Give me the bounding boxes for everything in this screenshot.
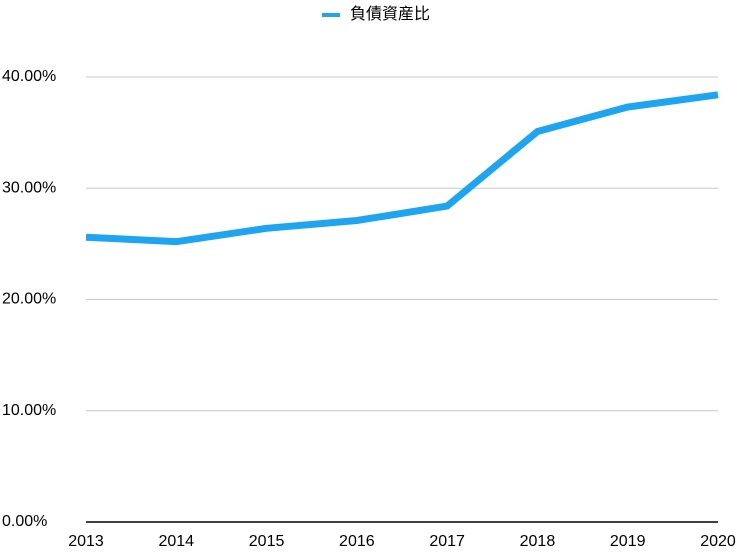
y-tick-label: 20.00% — [2, 291, 56, 308]
x-tick-label: 2015 — [249, 533, 285, 550]
x-tick-label: 2016 — [339, 533, 375, 550]
x-tick-label: 2020 — [700, 533, 736, 550]
legend-label: 負債資産比 — [350, 5, 430, 23]
x-tick-label: 2013 — [68, 533, 104, 550]
x-tick-label: 2018 — [520, 533, 556, 550]
x-tick-label: 2019 — [610, 533, 646, 550]
y-tick-label: 40.00% — [2, 68, 56, 85]
x-tick-label: 2014 — [158, 533, 194, 550]
y-tick-label: 0.00% — [2, 513, 47, 530]
series-line — [85, 91, 719, 246]
y-tick-label: 10.00% — [2, 402, 56, 419]
x-tick-label: 2017 — [429, 533, 465, 550]
y-tick-label: 30.00% — [2, 179, 56, 196]
